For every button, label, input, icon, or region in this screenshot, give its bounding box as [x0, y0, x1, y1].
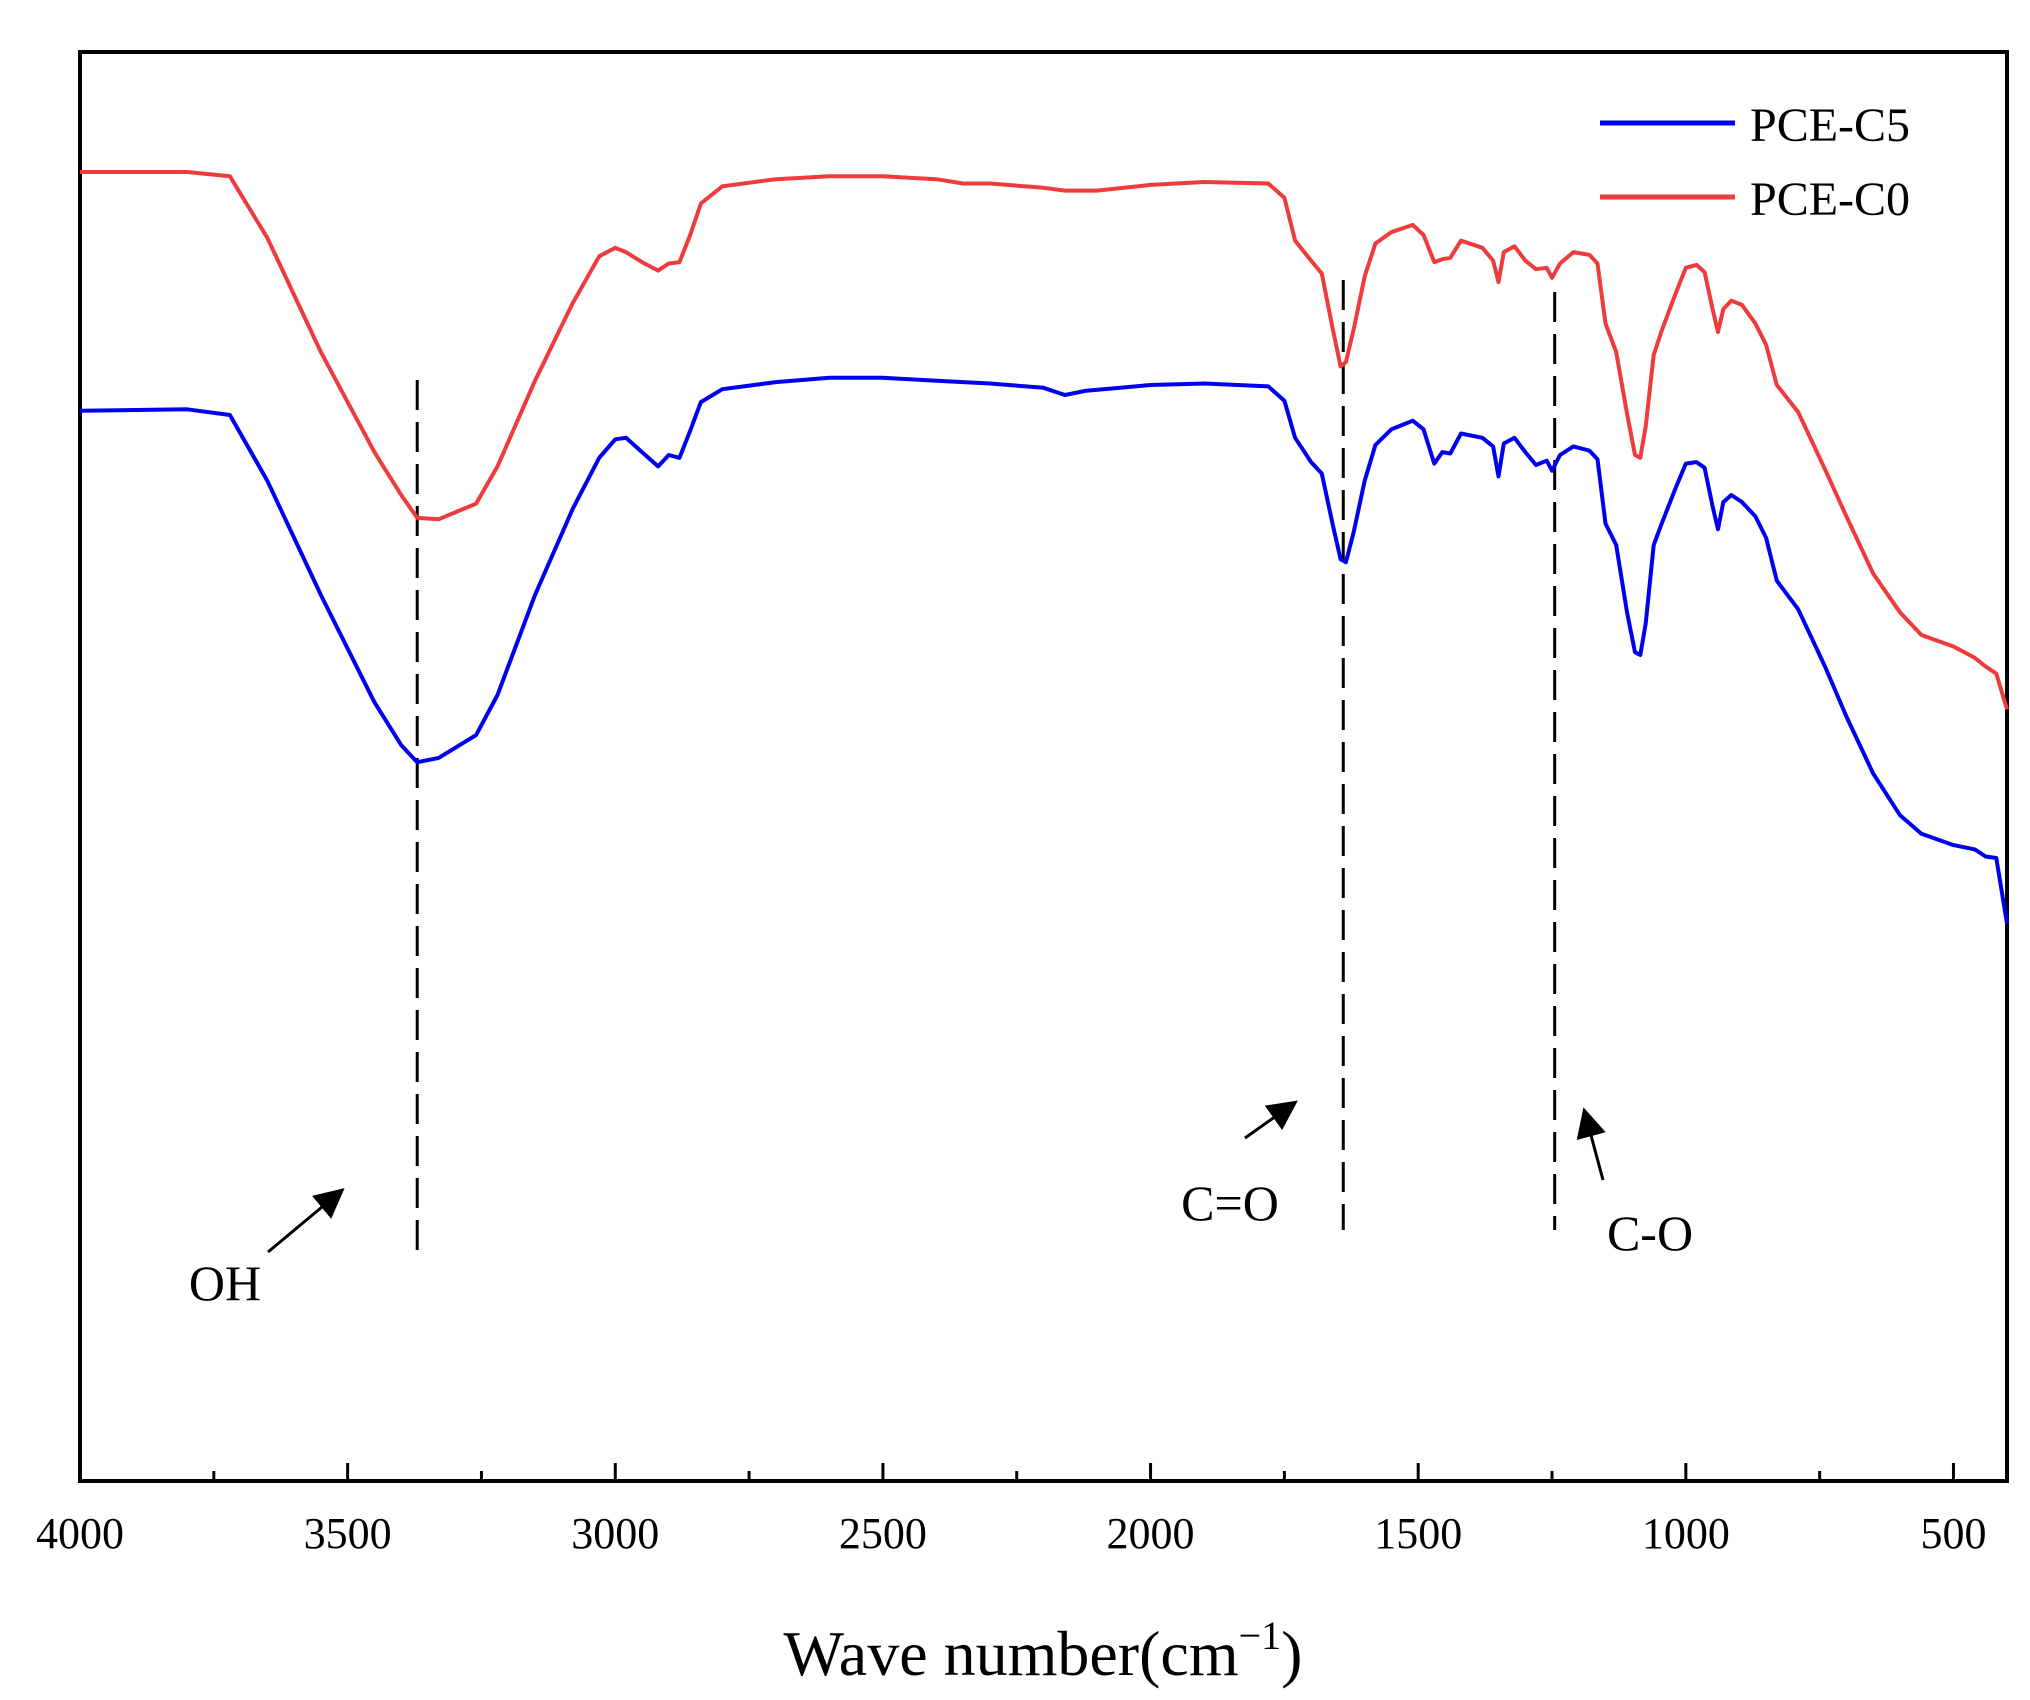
- series-line-pce-c5: [79, 375, 2009, 925]
- x-tick-label: 2500: [839, 1509, 927, 1558]
- x-tick-label: 1000: [1642, 1509, 1730, 1558]
- x-tick-label: 3000: [571, 1509, 659, 1558]
- annotation-c-o-single-arrow: [1576, 1107, 1606, 1181]
- legend-label-pce-c5: PCE-C5: [1750, 99, 1910, 152]
- x-tick-label: 500: [1920, 1509, 1986, 1558]
- plot-frame: [78, 50, 2009, 1483]
- annotation-c-o-double-arrow: [1244, 1100, 1298, 1140]
- legend: PCE-C5 PCE-C0: [1600, 99, 1910, 226]
- x-tick-label: 4000: [36, 1509, 124, 1558]
- annotation-c-o-single-label: C-O: [1607, 1205, 1693, 1261]
- x-tick-label: 3500: [304, 1509, 392, 1558]
- annotation-oh-label: OH: [189, 1255, 261, 1311]
- series-line-pce-c0: [80, 170, 2009, 710]
- legend-label-pce-c0: PCE-C0: [1750, 173, 1910, 226]
- annotation-c-o-double-label: C=O: [1181, 1175, 1279, 1231]
- x-axis-title: Wave number(cm−1): [784, 1613, 1303, 1689]
- annotation-oh-arrow: [267, 1188, 345, 1254]
- x-tick-label: 1500: [1374, 1509, 1462, 1558]
- x-tick-label: 2000: [1107, 1509, 1195, 1558]
